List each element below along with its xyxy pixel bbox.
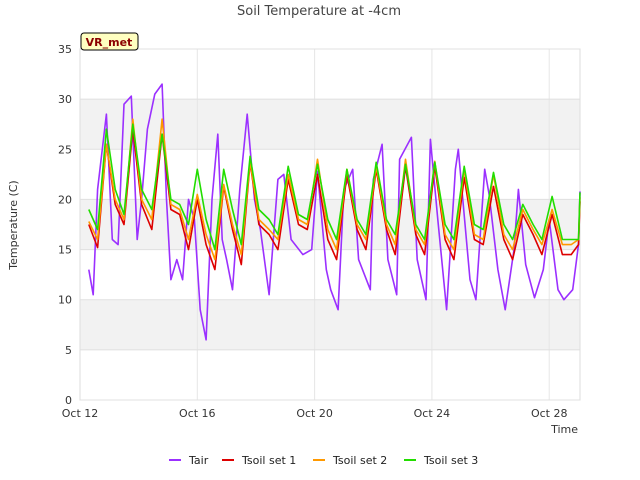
y-tick-label: 0 [65, 394, 72, 407]
y-axis-title: Temperature (C) [7, 180, 20, 270]
y-tick-label: 15 [58, 244, 72, 257]
grid-band [80, 99, 580, 150]
legend: Tair Tsoil set 1 Tsoil set 2 Tsoil set 3 [169, 454, 478, 467]
grid-band [80, 249, 580, 300]
station-badge-label: VR_met [86, 36, 133, 49]
y-tick-label: 20 [58, 193, 72, 206]
grid-band [80, 349, 580, 400]
x-axis: Oct 12 Oct 16 Oct 20 Oct 24 Oct 28 [62, 407, 568, 420]
x-tick-label: Oct 16 [179, 407, 216, 420]
legend-label: Tsoil set 1 [241, 454, 296, 467]
chart-title: Soil Temperature at -4cm [237, 4, 401, 19]
grid-band [80, 49, 580, 100]
y-tick-label: 25 [58, 143, 72, 156]
x-tick-label: Oct 20 [296, 407, 333, 420]
y-tick-label: 35 [58, 43, 72, 56]
y-tick-label: 5 [65, 344, 72, 357]
legend-label: Tair [188, 454, 209, 467]
grid-bands [80, 49, 580, 400]
series-line-tsoil-set-3 [88, 123, 581, 251]
x-axis-title: Time [550, 423, 578, 436]
x-tick-label: Oct 12 [62, 407, 99, 420]
y-tick-label: 10 [58, 294, 72, 307]
x-tick-label: Oct 24 [414, 407, 451, 420]
x-tick-label: Oct 28 [531, 407, 568, 420]
legend-label: Tsoil set 3 [423, 454, 478, 467]
series-lines [88, 83, 581, 341]
grid-band [80, 299, 580, 350]
legend-label: Tsoil set 2 [332, 454, 387, 467]
series-line-tair [88, 83, 581, 341]
station-badge: VR_met [80, 32, 139, 51]
y-tick-label: 30 [58, 93, 72, 106]
